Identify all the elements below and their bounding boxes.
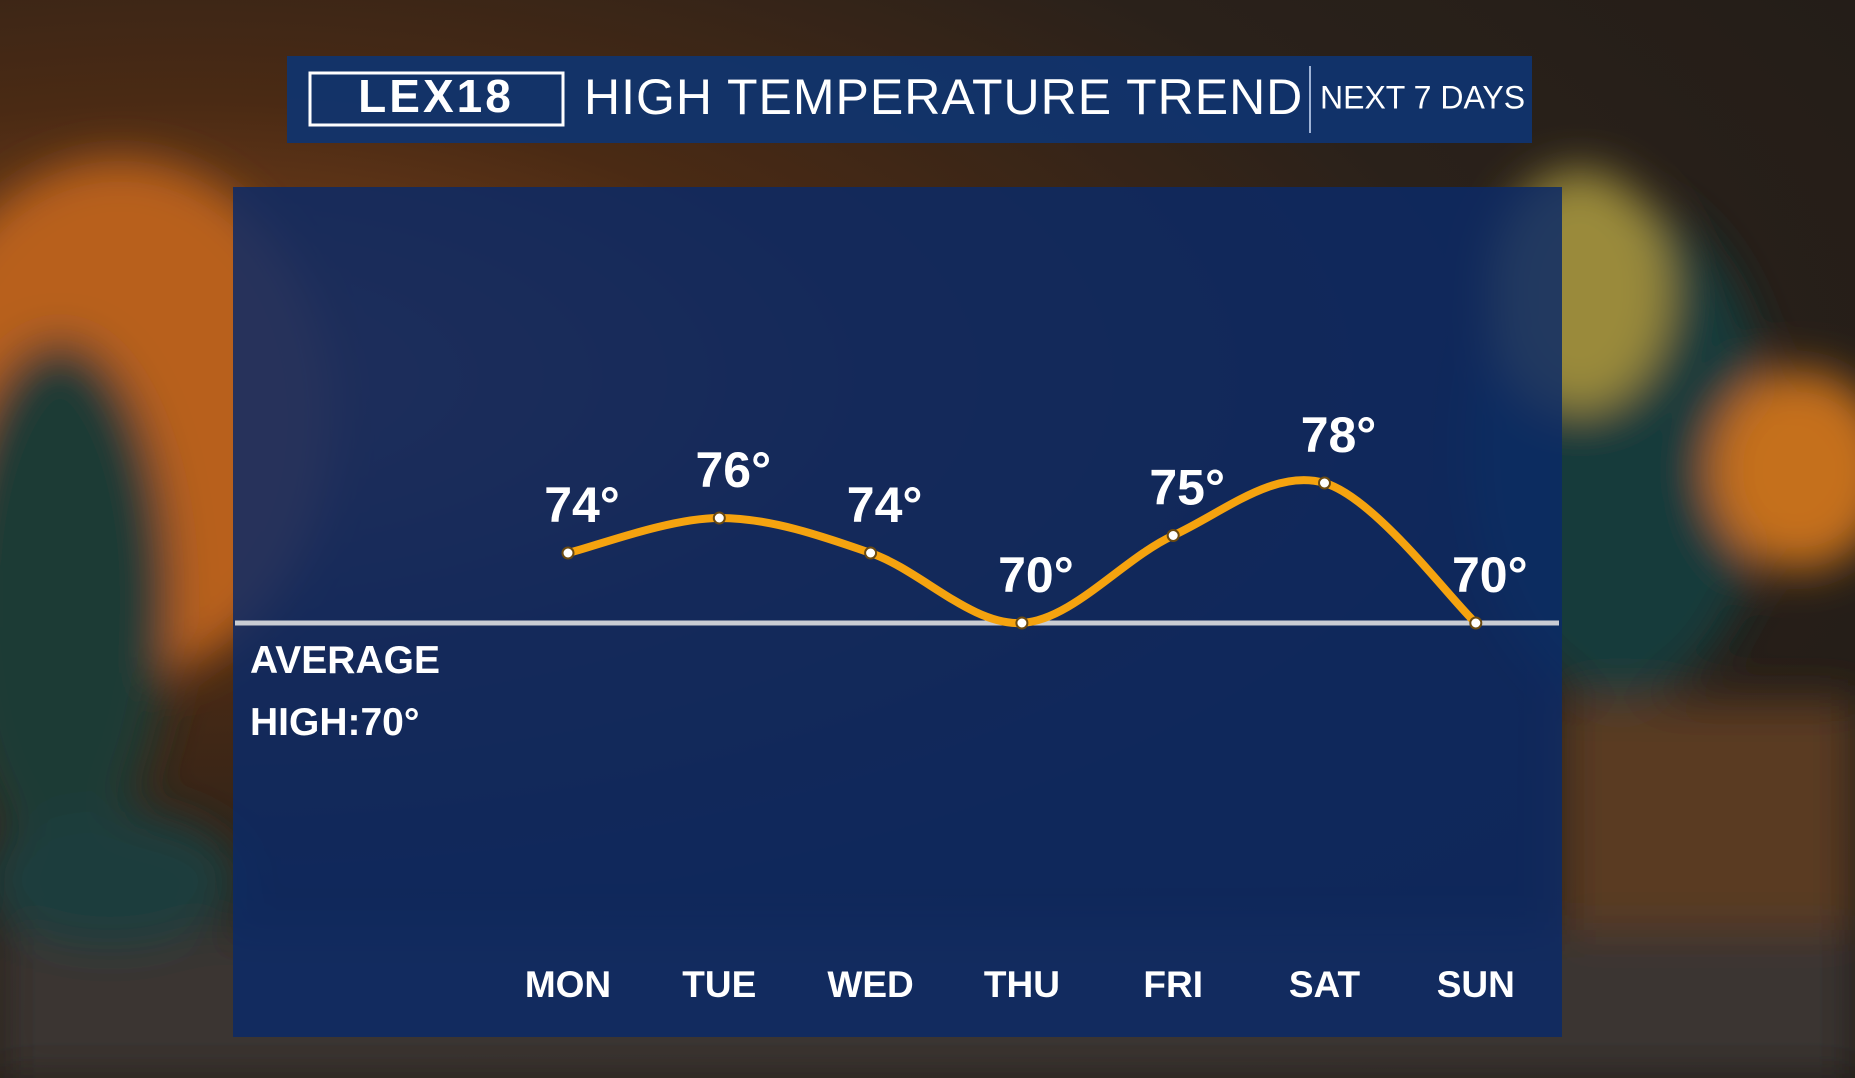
logo-box	[308, 71, 565, 127]
value-label: 75°	[1149, 460, 1225, 516]
chart-title: HIGH TEMPERATURE TREND	[584, 69, 1303, 125]
data-point	[561, 546, 575, 560]
plot-panel	[233, 187, 1562, 1037]
data-point	[1469, 616, 1483, 630]
data-point	[1166, 529, 1180, 542]
x-tick-label: SUN	[1437, 964, 1515, 1005]
x-tick-label: MON	[525, 964, 611, 1005]
value-label: 78°	[1301, 407, 1377, 463]
data-point	[712, 511, 726, 525]
x-tick-label: WED	[827, 964, 913, 1005]
value-label: 74°	[847, 477, 923, 533]
x-tick-label: FRI	[1143, 964, 1203, 1005]
x-tick-label: THU	[984, 964, 1060, 1005]
logo: LEX18	[358, 70, 514, 122]
value-label: 74°	[544, 477, 620, 533]
x-tick-label: TUE	[682, 964, 756, 1005]
data-point	[1015, 616, 1029, 630]
average-label: AVERAGE HIGH:70°	[250, 639, 440, 744]
value-label: 76°	[695, 442, 771, 498]
value-label: 70°	[1452, 547, 1528, 603]
x-tick-label: SAT	[1289, 964, 1361, 1005]
data-point	[1318, 476, 1331, 490]
value-label: 70°	[998, 547, 1074, 603]
data-point	[864, 546, 878, 560]
header-band	[287, 56, 1532, 143]
chart-subtitle: NEXT 7 DAYS	[1320, 79, 1525, 115]
